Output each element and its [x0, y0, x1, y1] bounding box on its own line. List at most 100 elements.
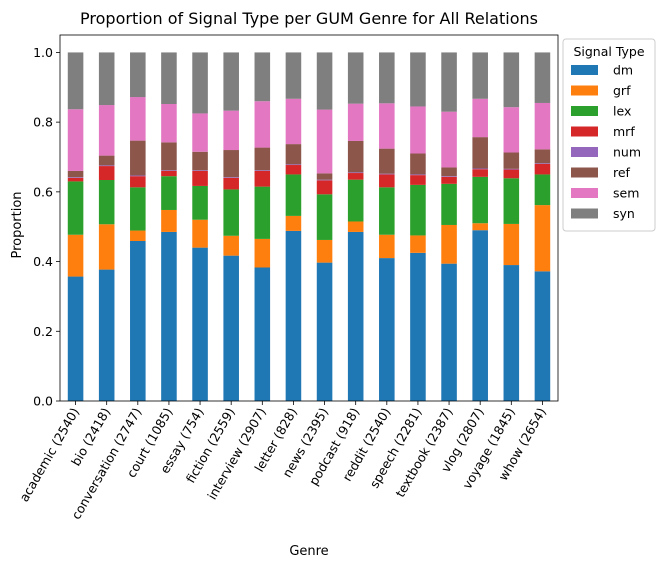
- bar-segment-lex: [192, 185, 208, 220]
- bar-segment-mrf: [316, 180, 333, 195]
- bar-segment-lex: [503, 178, 520, 224]
- bar-segment-dm: [130, 241, 146, 401]
- bar-segment-syn: [503, 52, 520, 108]
- bar-segment-grf: [223, 235, 239, 256]
- bar-segment-lex: [98, 180, 115, 225]
- bar-segment-syn: [285, 52, 302, 99]
- legend-label-syn: syn: [613, 206, 635, 221]
- bar-segment-syn: [316, 52, 333, 110]
- bar-segment-grf: [503, 223, 520, 266]
- bar-segment-grf: [161, 209, 177, 232]
- bar-segment-dm: [379, 258, 395, 401]
- legend-swatch-num: [571, 147, 598, 157]
- bar-segment-sem: [98, 105, 115, 156]
- bar-segment-sem: [347, 103, 364, 141]
- bar-segment-ref: [379, 148, 395, 174]
- legend-label-sem: sem: [613, 186, 639, 201]
- legend: Signal Type dm grf lex mrf num ref sem syn: [562, 38, 656, 232]
- bar-segment-sem: [472, 98, 488, 138]
- bar-segment-lex: [130, 187, 146, 231]
- bar-segment-syn: [347, 52, 364, 104]
- bar-segment-num: [534, 163, 551, 164]
- bar-segment-mrf: [223, 177, 239, 190]
- legend-label-num: num: [613, 145, 641, 160]
- bar-segment-sem: [130, 97, 146, 141]
- bar-segment-ref: [441, 167, 457, 177]
- bar-segment-grf: [316, 239, 333, 263]
- bar-segment-sem: [192, 113, 208, 152]
- legend-label-lex: lex: [613, 104, 631, 119]
- bar-segment-grf: [410, 235, 426, 253]
- bar-segment-ref: [161, 142, 177, 171]
- legend-swatch-mrf: [571, 126, 598, 137]
- bar-segment-num: [316, 179, 333, 181]
- bar-segment-sem: [441, 111, 457, 168]
- bar-segment-mrf: [379, 174, 395, 188]
- bar-segment-num: [503, 168, 520, 170]
- bar-segment-num: [223, 177, 239, 178]
- bar-segment-syn: [98, 52, 115, 106]
- legend-label-mrf: mrf: [613, 124, 635, 139]
- bar-segment-dm: [441, 263, 457, 401]
- bar-segment-sem: [67, 109, 84, 171]
- bar-segment-lex: [347, 179, 364, 222]
- bar-segment-dm: [503, 265, 520, 401]
- bar-segment-mrf: [503, 169, 520, 179]
- bar-segment-syn: [67, 52, 84, 110]
- bar-segment-lex: [254, 186, 271, 239]
- bar-segment-lex: [285, 174, 302, 216]
- bar-segment-mrf: [285, 165, 302, 175]
- bar-segment-lex: [316, 194, 333, 240]
- legend-swatch-ref: [571, 167, 598, 178]
- legend-label-ref: ref: [613, 165, 631, 180]
- legend-swatch-sem: [571, 188, 598, 198]
- bar-segment-mrf: [347, 173, 364, 180]
- y-tick-label: 0.0: [33, 394, 53, 409]
- bar-segment-grf: [534, 205, 551, 272]
- y-tick-label: 1.0: [33, 45, 53, 60]
- bar-segment-syn: [410, 52, 426, 107]
- bar-segment-syn: [223, 52, 239, 111]
- bar-segment-num: [161, 170, 177, 171]
- y-tick-label: 0.2: [33, 324, 53, 339]
- y-axis-label: Proportion: [10, 191, 25, 258]
- bar-segment-dm: [254, 267, 271, 401]
- bar-segment-syn: [130, 52, 146, 98]
- bar-segment-grf: [192, 219, 208, 248]
- bar-segment-grf: [98, 224, 115, 270]
- bar-segment-dm: [98, 269, 115, 401]
- bar-segment-mrf: [254, 170, 271, 187]
- bar-segment-grf: [130, 230, 146, 242]
- bar-segment-lex: [410, 184, 426, 236]
- bar-segment-num: [130, 175, 146, 177]
- bar-segment-mrf: [192, 170, 208, 186]
- bar-segment-num: [192, 170, 208, 171]
- bar-segment-sem: [254, 101, 271, 148]
- bar-segment-dm: [161, 231, 177, 401]
- bar-segment-num: [410, 174, 426, 176]
- bar-segment-lex: [379, 187, 395, 235]
- legend-swatch-grf: [571, 85, 598, 96]
- bar-segment-ref: [410, 153, 426, 175]
- bar-segment-num: [379, 173, 395, 175]
- bar-segment-mrf: [472, 169, 488, 177]
- bar-segment-ref: [285, 144, 302, 165]
- legend-swatch-dm: [571, 65, 598, 75]
- bar-segment-mrf: [67, 177, 84, 182]
- bar-segment-ref: [130, 140, 146, 176]
- legend-label-grf: grf: [613, 83, 631, 98]
- bars-group: [67, 52, 551, 401]
- bar-segment-ref: [472, 137, 488, 169]
- bar-segment-num: [441, 176, 457, 177]
- bar-segment-grf: [347, 221, 364, 232]
- bar-segment-sem: [161, 104, 177, 143]
- legend-swatch-syn: [571, 208, 598, 219]
- bar-segment-ref: [67, 170, 84, 178]
- bar-segment-dm: [472, 230, 488, 401]
- bar-segment-num: [472, 168, 488, 170]
- bar-segment-dm: [534, 271, 551, 401]
- bar-segment-grf: [67, 234, 84, 277]
- bar-segment-ref: [316, 173, 333, 180]
- bar-segment-dm: [285, 230, 302, 401]
- bar-segment-ref: [503, 152, 520, 169]
